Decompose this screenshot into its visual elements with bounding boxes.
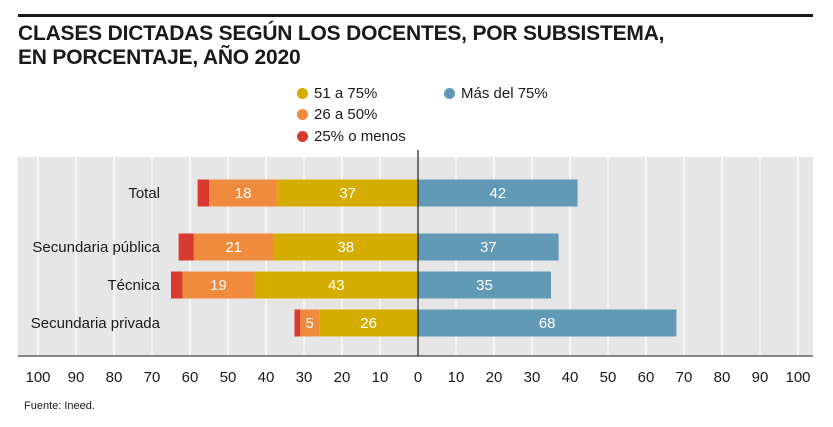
- data-label-left-s1-c3: 5: [306, 315, 314, 332]
- x-tick-label-17: 70: [676, 369, 693, 386]
- legend-swatch-26-50: [297, 109, 308, 120]
- legend-item-26-50: 26 a 50%: [297, 106, 377, 123]
- x-tick-label-14: 40: [562, 369, 579, 386]
- data-label-right-s0-c0: 42: [489, 185, 506, 202]
- bar-left-s1-c2: [182, 271, 255, 299]
- x-tick-label-8: 20: [334, 369, 351, 386]
- bar-right-s0-c2: [418, 271, 551, 299]
- x-tick-label-16: 60: [638, 369, 655, 386]
- legend-item-mas-75: Más del 75%: [444, 85, 548, 102]
- bar-left-s1-c3: [300, 309, 320, 337]
- data-label-left-s1-c2: 19: [210, 277, 227, 294]
- top-rule: [18, 14, 813, 17]
- data-label-left-s1-c1: 21: [225, 239, 242, 256]
- category-label-2: Técnica: [107, 277, 160, 294]
- chart-title: CLASES DICTADAS SEGÚN LOS DOCENTES, POR …: [18, 22, 718, 70]
- data-label-left-s0-c2: 43: [328, 277, 345, 294]
- x-tick-label-5: 50: [220, 369, 237, 386]
- bar-left-s0-c0: [277, 179, 418, 207]
- bar-left-s2-c1: [178, 233, 194, 261]
- legend-swatch-25-menos: [297, 131, 308, 142]
- chart-title-line-1: CLASES DICTADAS SEGÚN LOS DOCENTES, POR …: [18, 22, 665, 45]
- legend-label-mas-75: Más del 75%: [461, 85, 548, 102]
- bar-left-s2-c2: [171, 271, 183, 299]
- x-tick-label-11: 10: [448, 369, 465, 386]
- x-tick-label-12: 20: [486, 369, 503, 386]
- x-tick-label-15: 50: [600, 369, 617, 386]
- data-label-right-s0-c3: 68: [539, 315, 556, 332]
- x-tick-label-4: 60: [182, 369, 199, 386]
- x-tick-label-3: 70: [144, 369, 161, 386]
- legend-label-25-menos: 25% o menos: [314, 128, 406, 145]
- bar-left-s2-c3: [294, 309, 301, 337]
- legend-item-51-75: 51 a 75%: [297, 85, 377, 102]
- data-label-left-s0-c1: 38: [337, 239, 354, 256]
- x-tick-label-10: 0: [414, 369, 422, 386]
- legend-label-51-75: 51 a 75%: [314, 85, 378, 102]
- legend-swatch-51-75: [297, 88, 308, 99]
- legend-swatch-mas-75: [444, 88, 455, 99]
- x-tick-label-13: 30: [524, 369, 541, 386]
- x-tick-label-2: 80: [106, 369, 123, 386]
- category-label-1: Secundaria pública: [32, 239, 160, 256]
- x-tick-label-7: 30: [296, 369, 313, 386]
- source-note: Fuente: Ineed.: [24, 400, 95, 412]
- x-tick-label-20: 100: [785, 369, 810, 386]
- x-tick-label-18: 80: [714, 369, 731, 386]
- chart-title-line-2: EN PORCENTAJE, AÑO 2020: [18, 46, 301, 69]
- x-tick-label-19: 90: [752, 369, 769, 386]
- bar-left-s0-c2: [254, 271, 418, 299]
- bar-left-s1-c1: [193, 233, 274, 261]
- bar-right-s0-c3: [418, 309, 677, 337]
- x-tick-label-6: 40: [258, 369, 275, 386]
- data-label-left-s1-c0: 18: [235, 185, 252, 202]
- legend-item-25-menos: 25% o menos: [297, 128, 406, 145]
- bar-left-s0-c3: [319, 309, 418, 337]
- x-tick-label-1: 90: [68, 369, 85, 386]
- legend-label-26-50: 26 a 50%: [314, 106, 378, 123]
- data-label-right-s0-c1: 37: [480, 239, 497, 256]
- bar-right-s0-c0: [418, 179, 578, 207]
- bar-left-s2-c0: [197, 179, 209, 207]
- data-label-left-s0-c0: 37: [339, 185, 356, 202]
- category-label-0: Total: [128, 185, 160, 202]
- x-tick-label-0: 100: [25, 369, 50, 386]
- x-tick-label-9: 10: [372, 369, 389, 386]
- data-label-right-s0-c2: 35: [476, 277, 493, 294]
- bar-right-s0-c1: [418, 233, 559, 261]
- bar-left-s1-c0: [209, 179, 278, 207]
- bar-left-s0-c1: [273, 233, 418, 261]
- data-label-left-s0-c3: 26: [360, 315, 377, 332]
- category-label-3: Secundaria privada: [31, 315, 161, 332]
